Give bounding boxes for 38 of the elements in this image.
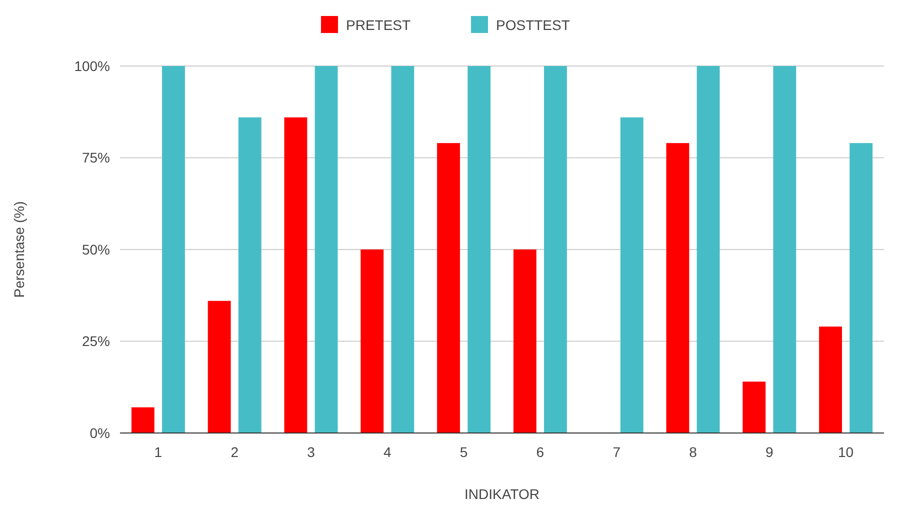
bar [513,250,536,433]
bar [162,66,185,433]
x-tick-label: 8 [689,444,698,460]
bar [131,407,154,433]
legend-label: POSTTEST [496,16,570,33]
bar [238,117,262,433]
x-tick-label: 7 [612,444,621,460]
bar [819,326,842,433]
x-tick-label: 4 [384,444,392,460]
y-tick-label: 75% [82,150,110,166]
bar [360,250,384,433]
bar [850,143,873,433]
x-tick-label: 3 [307,444,316,460]
x-tick-label: 9 [766,444,774,460]
x-tick-label: 1 [154,444,162,460]
bar [742,382,766,433]
bar [437,143,460,433]
x-tick-label: 6 [536,444,544,460]
bar [314,66,338,433]
bar [666,143,690,433]
bar [544,66,567,433]
y-axis-title: Persentase (%) [11,201,27,298]
x-tick-label: 5 [460,444,468,460]
y-tick-label: 50% [82,241,110,258]
bar [620,117,644,433]
bar [391,66,414,433]
legend-label: PRETEST [346,16,412,33]
y-tick-label: 100% [74,58,110,74]
x-axis-title: INDIKATOR [464,486,540,502]
bar [468,66,491,433]
x-tick-label: 2 [230,444,239,460]
bar [773,66,796,433]
bar [284,117,308,433]
y-tick-label: 0% [90,424,110,441]
y-tick-label: 25% [82,333,110,350]
bar [696,66,720,433]
x-tick-label: 10 [838,444,854,460]
bar [208,300,231,433]
